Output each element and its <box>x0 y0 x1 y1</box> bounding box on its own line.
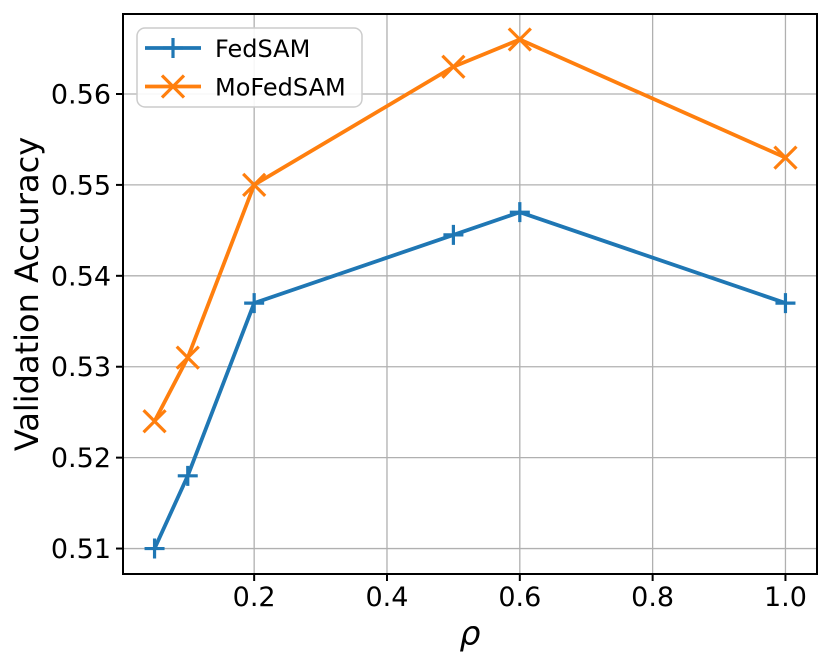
y-tick-label: 0.53 <box>51 352 111 383</box>
x-tick-label: 0.8 <box>631 582 674 613</box>
x-tick-label: 0.2 <box>233 582 276 613</box>
data-point-marker-mofedsam <box>507 27 532 52</box>
plot-border <box>122 13 818 575</box>
data-point-marker-mofedsam <box>773 145 798 170</box>
x-axis-label: ρ <box>459 613 481 653</box>
data-point-marker-mofedsam <box>142 409 167 434</box>
data-point-marker-fedsam <box>775 293 796 314</box>
legend-label-mofedsam: MoFedSAM <box>215 74 346 102</box>
legend-x-marker-icon <box>160 74 186 99</box>
data-point-marker-fedsam <box>509 202 530 223</box>
data-point-marker-fedsam <box>144 538 165 559</box>
x-tick-label: 0.6 <box>498 582 541 613</box>
data-point-marker-fedsam <box>443 224 464 245</box>
data-point-marker-mofedsam <box>441 54 466 79</box>
data-point-marker-fedsam <box>177 465 198 486</box>
y-tick-label: 0.55 <box>51 170 111 201</box>
data-point-marker-fedsam <box>244 293 265 314</box>
y-tick-label: 0.52 <box>51 443 111 474</box>
series-line-fedsam <box>152 210 787 550</box>
data-point-marker-mofedsam <box>175 345 200 370</box>
y-tick-label: 0.51 <box>51 534 111 565</box>
legend-label-fedsam: FedSAM <box>215 35 310 63</box>
x-tick-label: 0.4 <box>366 582 409 613</box>
y-axis-label: Validation Accuracy <box>8 136 46 452</box>
x-tick-label: 1.0 <box>764 582 807 613</box>
data-point-marker-mofedsam <box>242 172 267 198</box>
legend-plus-marker-icon <box>163 38 183 58</box>
y-tick-label: 0.54 <box>51 261 111 292</box>
y-tick-label: 0.56 <box>51 80 111 111</box>
series-line-mofedsam <box>152 37 787 423</box>
